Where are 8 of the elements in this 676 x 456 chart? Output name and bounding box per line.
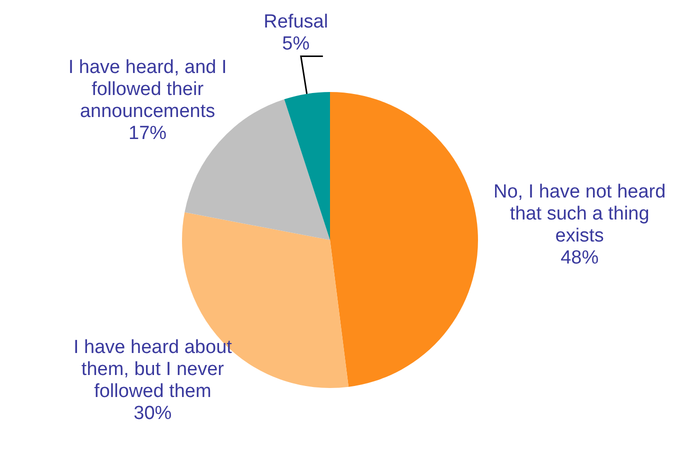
slice-label: No, I have not heard that such a thing exists [494,182,666,247]
data-label: 17% [128,123,167,144]
slice-label: Refusal [264,11,328,32]
slice-label: I have heard, and I followed their announcements [68,57,227,122]
slice-label: I have heard about them, but I never followed them [73,337,233,402]
data-label: 30% [134,403,172,424]
data-label: 48% [560,248,599,269]
data-label: 5% [282,33,310,54]
